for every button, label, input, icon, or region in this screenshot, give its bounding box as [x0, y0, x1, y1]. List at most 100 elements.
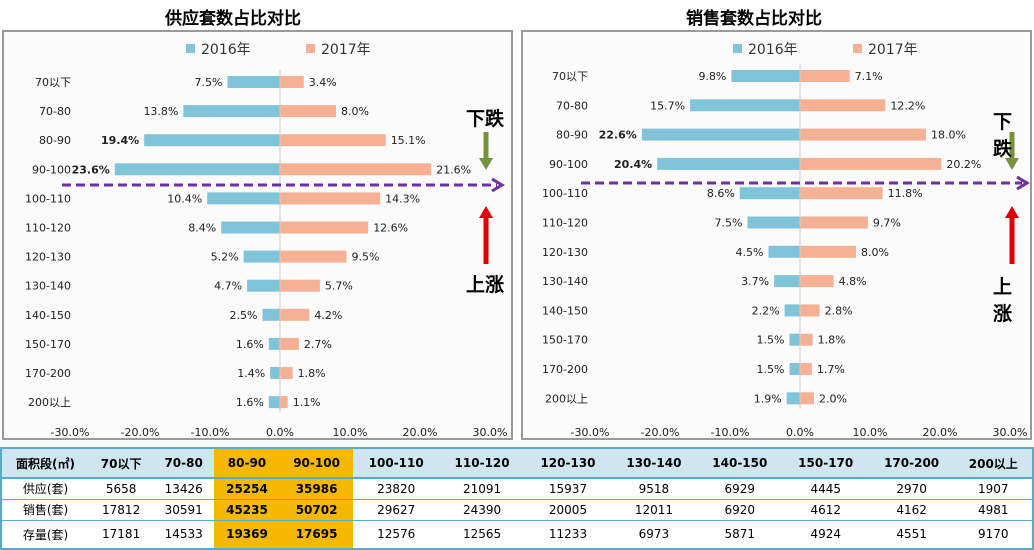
table-header-cell: 110-120: [439, 448, 526, 479]
x-tick-label: -20.0%: [121, 426, 160, 439]
x-tick-label: 30.0%: [473, 426, 508, 439]
table-header-cell: 面积段(㎡): [1, 448, 89, 479]
bar-2016: [789, 363, 800, 375]
down-arrowhead: [1005, 158, 1019, 170]
bar-2017: [800, 392, 814, 405]
category-label: 70以下: [552, 70, 588, 83]
sales-chart-svg: 2016年 2017年 70以下 9.8% 7.1% 70-80 15.7% 12.2% 80-…: [542, 42, 1030, 439]
chart-title-sales: 销售套数占比对比: [686, 9, 822, 29]
x-tick-label: 20.0%: [923, 426, 958, 439]
data-label-2016: 20.4%: [614, 158, 652, 171]
table-cell: 供应(套): [1, 478, 89, 500]
table-cell: 30591: [153, 499, 215, 521]
bar-2016: [183, 105, 280, 118]
data-label-2016: 8.6%: [707, 187, 735, 200]
bar-2017: [280, 337, 299, 350]
data-label-2017: 2.8%: [825, 304, 853, 317]
data-label-2017: 4.8%: [839, 275, 867, 288]
data-label-2016: 9.8%: [698, 70, 726, 83]
data-label-2016: 4.7%: [214, 280, 242, 293]
category-label: 130-140: [25, 280, 71, 293]
supply-chart-svg: 2016年 2017年 70以下 7.5% 3.4% 70-80 13.8% 8.0% 80-9…: [25, 42, 508, 439]
table-cell: 11233: [525, 520, 611, 550]
category-label: 110-120: [542, 217, 588, 230]
table-cell: 17181: [89, 520, 154, 550]
data-label-2017: 1.1%: [293, 396, 321, 409]
table-cell: 25254: [214, 478, 280, 500]
bar-2017: [800, 70, 850, 82]
category-label: 100-110: [25, 192, 71, 205]
data-label-2017: 14.3%: [385, 192, 420, 205]
down-label: 下跌: [466, 108, 505, 130]
table-header-cell: 170-200: [868, 448, 955, 479]
data-label-2016: 1.9%: [754, 392, 782, 405]
bar-2016: [221, 221, 280, 234]
bar-2017: [280, 192, 381, 205]
data-label-2016: 10.4%: [167, 192, 202, 205]
table-header-cell: 70以下: [89, 448, 154, 479]
up-label: 上涨: [466, 274, 505, 296]
data-label-2017: 5.7%: [325, 280, 353, 293]
category-label: 170-200: [542, 363, 588, 376]
divider-arrowhead: [1016, 175, 1030, 191]
bar-2016: [243, 250, 280, 263]
down-arrowhead: [479, 158, 493, 170]
category-label: 140-150: [542, 304, 588, 317]
x-tick-label: 0.0%: [786, 426, 814, 439]
data-label-2016: 1.6%: [236, 396, 264, 409]
bar-2017: [280, 308, 310, 321]
data-label-2016: 2.5%: [230, 309, 258, 322]
data-label-2016: 22.6%: [599, 129, 637, 142]
x-tick-label: 10.0%: [853, 426, 888, 439]
bar-2017: [280, 105, 336, 118]
data-label-2016: 23.6%: [72, 163, 110, 176]
table-cell: 13426: [153, 478, 215, 500]
data-label-2017: 1.8%: [818, 334, 846, 347]
legend-label: 2016年: [201, 42, 251, 58]
table-header-cell: 130-140: [610, 448, 697, 479]
x-tick-label: -10.0%: [711, 426, 750, 439]
bar-2017: [800, 99, 886, 112]
bar-2017: [280, 396, 288, 409]
legend-label: 2016年: [748, 42, 798, 58]
bar-2016: [114, 163, 280, 176]
data-label-2017: 9.5%: [352, 251, 380, 264]
data-label-2016: 1.6%: [236, 338, 264, 351]
bar-2016: [268, 396, 280, 409]
table-cell: 29627: [353, 499, 440, 521]
legend-swatch: [306, 44, 315, 53]
table-header-cell: 80-90: [214, 448, 280, 479]
category-label: 70以下: [35, 76, 71, 89]
bar-2016: [747, 216, 800, 229]
area-table: 面积段(㎡) 70以下 70-80 80-90 90-100 100-110 110-120…: [0, 447, 1034, 550]
data-label-2016: 7.5%: [715, 217, 743, 230]
data-label-2016: 4.5%: [736, 246, 764, 259]
x-tick-label: -30.0%: [51, 426, 90, 439]
table-cell: 6920: [696, 499, 783, 521]
table-cell: 4445: [782, 478, 869, 500]
data-label-2017: 11.8%: [888, 187, 923, 200]
bar-2016: [768, 245, 800, 258]
category-label: 70-80: [39, 105, 71, 118]
data-label-2017: 18.0%: [931, 129, 966, 142]
supply-chart: 2016年 2017年 70以下 7.5% 3.4% 70-80 13.8% 8.0% 80-9…: [2, 30, 513, 440]
category-label: 80-90: [39, 134, 71, 147]
bar-2017: [800, 363, 812, 375]
bar-2016: [641, 128, 800, 141]
category-label: 170-200: [25, 367, 71, 380]
down-label: 下跌: [993, 111, 1013, 160]
bar-2017: [800, 157, 942, 170]
bar-2017: [800, 187, 883, 200]
table-cell: 5658: [89, 478, 154, 500]
table-header-cell: 140-150: [696, 448, 783, 479]
bar-2017: [280, 163, 432, 176]
data-label-2017: 8.0%: [861, 246, 889, 259]
table-cell: 35986: [279, 478, 354, 500]
data-label-2016: 3.7%: [741, 275, 769, 288]
bar-2016: [270, 367, 280, 379]
category-label: 110-120: [25, 222, 71, 235]
table-cell: 21091: [439, 478, 526, 500]
chart-title-supply: 供应套数占比对比: [165, 9, 301, 29]
data-label-2016: 1.5%: [757, 363, 785, 376]
data-label-2017: 9.7%: [873, 217, 901, 230]
